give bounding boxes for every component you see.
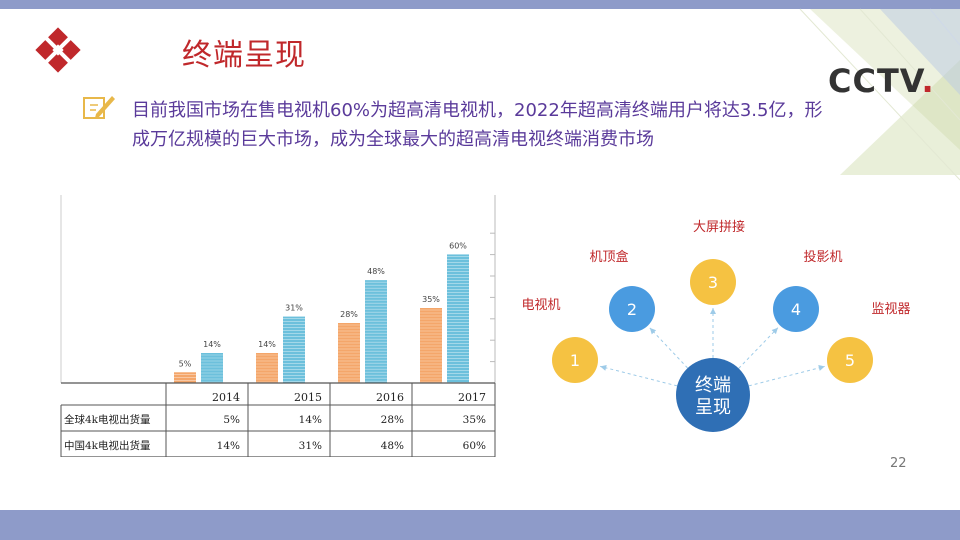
table-cell: 14% [299,414,322,426]
connector-arrow [710,308,716,314]
node-label: 机顶盒 [589,249,628,265]
node-circle-1 [552,337,598,383]
table-row-label: 全球4k电视出货量 [64,413,151,426]
center-node-label: 终端 [695,375,731,396]
page-title: 终端呈现 [182,38,306,73]
node-label: 电视机 [521,298,560,313]
connector-line [649,327,688,369]
node-label: 投影机 [803,249,842,265]
terminal-diagram: 终端呈现 1 电视机 2 机顶盒 3 大屏拼接 4 投影机 5 监视器 [521,219,911,432]
bottom-band [0,510,960,540]
value-label: 35% [422,295,440,304]
value-label: 31% [285,304,303,313]
node-number: 2 [627,300,637,319]
table-cell: 35% [463,414,486,426]
connector-line [600,365,678,387]
description-text: 目前我国市场在售电视机60%为超高清电视机，2022年超高清终端用户将达3.5亿… [132,100,823,150]
table-year-header: 2017 [458,391,486,404]
value-label: 60% [449,241,467,250]
node-circle-5 [827,337,873,383]
table-cell: 48% [381,440,404,452]
node-circle-2 [609,286,655,332]
center-node [676,358,750,432]
diamond-logo-icon [35,27,81,73]
table-year-header: 2016 [376,391,404,404]
bar-china-2016 [365,280,387,383]
node-circle-4 [773,286,819,332]
bar-china-2015 [283,316,305,383]
connector-arrow [818,365,825,371]
node-number: 5 [845,351,855,370]
cctv-logo-dot: . [921,62,935,100]
value-label: 5% [179,359,192,368]
top-band [0,0,960,9]
value-label: 28% [340,310,358,319]
value-label: 14% [203,340,221,349]
4k-shipment-chart: 5% 14% 14% 31% 28% 48% 35% 60% 2014 2015 2016 2017… [58,195,498,457]
node-label: 大屏拼接 [693,219,745,235]
center-node-label: 呈现 [695,397,731,418]
table-year-header: 2015 [294,391,322,404]
table-cell: 5% [223,414,240,426]
table-cell: 28% [381,414,404,426]
table-cell: 60% [463,440,486,452]
connector-arrow [649,327,657,335]
value-label: 14% [258,340,276,349]
node-circle-3 [690,259,736,305]
node-number: 3 [708,273,718,292]
connector-line [738,327,779,369]
pencil-note-icon [83,96,115,119]
bar-global-2016 [338,323,360,383]
connector-arrow [771,327,778,335]
table-cell: 31% [299,440,322,452]
bar-global-2015 [256,353,278,383]
connector-arrow [600,364,607,371]
table-year-header: 2014 [212,391,240,404]
connector-line [748,365,825,387]
bar-global-2014 [174,372,196,383]
bar-china-2014 [201,353,223,383]
table-cell: 14% [217,440,240,452]
bar-china-2017 [447,254,469,383]
value-label: 48% [367,267,385,276]
cctv-logo: CCTV. [828,62,935,100]
node-number: 1 [570,351,580,370]
node-label: 监视器 [871,302,910,317]
page-number: 22 [890,456,907,471]
table-row-label: 中国4k电视出货量 [64,439,151,452]
node-number: 4 [791,300,801,319]
cctv-logo-text: CCTV [828,62,922,100]
